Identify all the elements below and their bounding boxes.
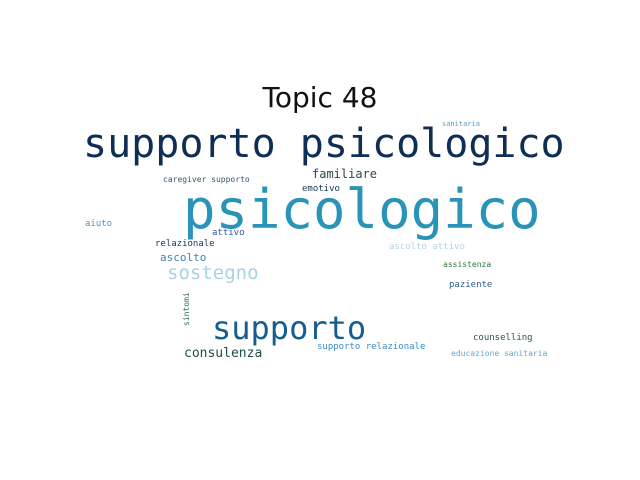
word-emotivo: emotivo [302, 184, 340, 194]
word-relazionale: relazionale [155, 239, 215, 249]
word-sostegno: sostegno [167, 262, 259, 284]
word-sanitaria: sanitaria [442, 120, 480, 128]
word-assistenza: assistenza [443, 260, 492, 269]
word-educazione-sanitaria: educazione sanitaria [451, 349, 548, 358]
word-aiuto: aiuto [85, 219, 113, 229]
word-supporto: supporto [212, 309, 367, 347]
word-consulenza: consulenza [184, 346, 263, 361]
word-paziente: paziente [449, 280, 493, 290]
word-ascolto-attivo: ascolto attivo [389, 242, 465, 252]
word-familiare: familiare [312, 167, 378, 181]
word-psicologico: psicologico [183, 178, 541, 241]
word-attivo: attivo [212, 228, 245, 238]
word-supporto-psicologico: supporto psicologico [83, 121, 565, 167]
word-counselling: counselling [473, 333, 533, 343]
word-caregiver-supporto: caregiver supporto [163, 175, 250, 184]
word-supporto-relazionale: supporto relazionale [317, 342, 426, 352]
word-sintomi: sintomi [182, 292, 191, 326]
word-ascolto: ascolto [160, 251, 207, 264]
chart-title: Topic 48 [262, 81, 378, 114]
